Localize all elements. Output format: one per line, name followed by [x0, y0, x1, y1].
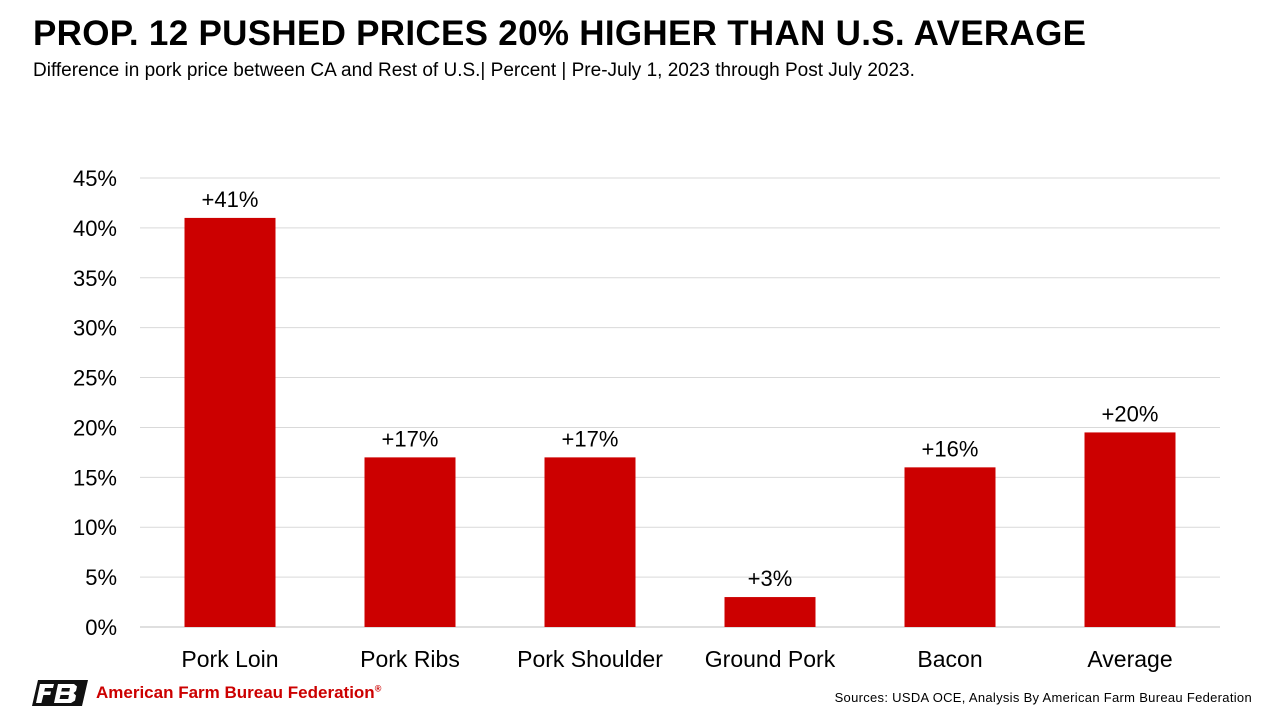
- chart-title: PROP. 12 PUSHED PRICES 20% HIGHER THAN U…: [33, 14, 1087, 53]
- bar: [904, 467, 996, 627]
- y-tick-label: 25%: [73, 366, 117, 391]
- y-tick-label: 5%: [85, 565, 117, 590]
- bar: [724, 597, 816, 627]
- y-tick-label: 30%: [73, 316, 117, 341]
- x-tick-label: Bacon: [917, 646, 982, 672]
- x-tick-label: Pork Ribs: [360, 646, 460, 672]
- x-tick-label: Pork Loin: [181, 646, 278, 672]
- bar: [364, 457, 456, 627]
- data-label: +3%: [748, 566, 793, 591]
- fb-logo-icon: [32, 680, 88, 706]
- y-tick-label: 0%: [85, 615, 117, 640]
- data-label: +41%: [202, 187, 259, 212]
- data-label: +17%: [562, 426, 619, 451]
- org-name: American Farm Bureau Federation®: [96, 683, 382, 702]
- y-tick-label: 40%: [73, 216, 117, 241]
- registered-mark: ®: [374, 683, 382, 694]
- sources-note: Sources: USDA OCE, Analysis By American …: [834, 690, 1252, 705]
- x-tick-label: Pork Shoulder: [517, 646, 663, 672]
- y-tick-label: 20%: [73, 415, 117, 440]
- chart-subtitle: Difference in pork price between CA and …: [33, 60, 915, 81]
- data-label: +17%: [382, 426, 439, 451]
- y-tick-label: 10%: [73, 515, 117, 540]
- data-label: +16%: [922, 436, 979, 461]
- data-label: +20%: [1102, 401, 1159, 426]
- y-tick-label: 15%: [73, 465, 117, 490]
- x-tick-label: Average: [1087, 646, 1172, 672]
- afbf-logo: American Farm Bureau Federation®: [30, 680, 381, 706]
- x-tick-label: Ground Pork: [705, 646, 836, 672]
- bar: [1084, 432, 1176, 627]
- y-tick-label: 45%: [73, 166, 117, 191]
- bar: [184, 217, 276, 627]
- bar: [544, 457, 636, 627]
- y-tick-label: 35%: [73, 266, 117, 291]
